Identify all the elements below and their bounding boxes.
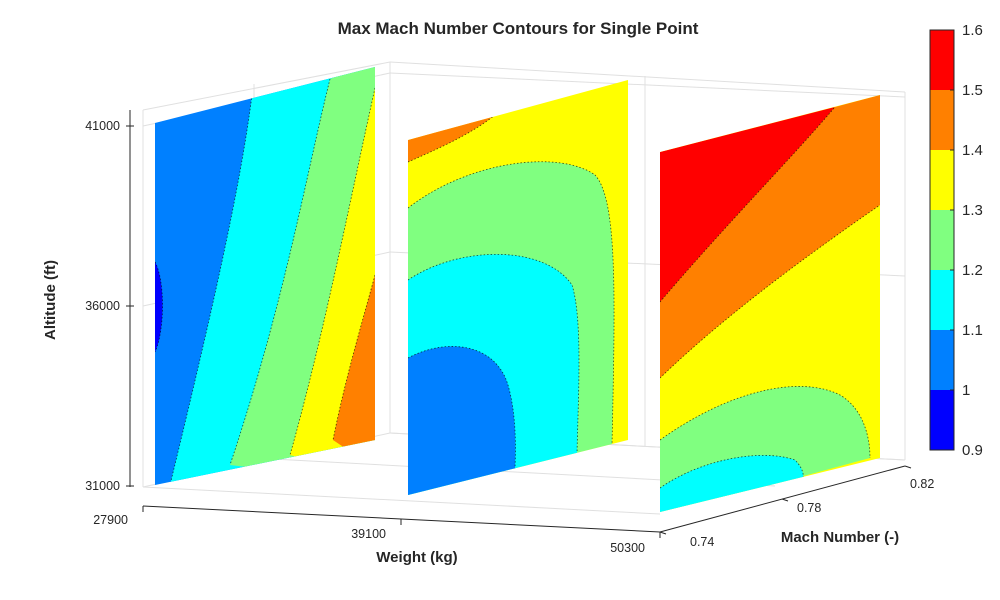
y-axis-label: Mach Number (-) bbox=[781, 529, 899, 546]
contour-slice-mach-0.74 bbox=[155, 67, 375, 485]
colorbar-segment-3 bbox=[930, 210, 954, 270]
y-tick-label-0.74: 0.74 bbox=[690, 535, 714, 549]
z-tick-label-36000: 36000 bbox=[85, 299, 120, 313]
y-tick-label-0.78: 0.78 bbox=[797, 501, 821, 515]
colorbar-tick-label: 1.1 bbox=[962, 322, 983, 339]
colorbar-tick-label: 1.5 bbox=[962, 82, 983, 99]
colorbar-tick-label: 1.4 bbox=[962, 142, 983, 159]
colorbar-segment-5 bbox=[930, 90, 954, 150]
axes-lines bbox=[126, 110, 912, 538]
colorbar-segment-1 bbox=[930, 330, 954, 390]
colorbar-frame bbox=[929, 29, 955, 451]
colorbar-tick-label: 1.3 bbox=[962, 202, 983, 219]
y-tick-label-0.82: 0.82 bbox=[910, 477, 934, 491]
colorbar-tick-label: 0.9 bbox=[962, 442, 983, 459]
colorbar-tick-label: 1 bbox=[962, 382, 970, 399]
z-tick-label-41000: 41000 bbox=[85, 119, 120, 133]
colorbar-segment-6 bbox=[930, 30, 954, 90]
colorbar: 0.9 1 1.1 1.2 1.3 1.4 1.5 1.6 bbox=[929, 22, 983, 459]
colorbar-segment-0 bbox=[930, 390, 954, 450]
z-tick-label-31000: 31000 bbox=[85, 479, 120, 493]
contour-slice-mach-0.78 bbox=[408, 80, 628, 495]
colorbar-segment-4 bbox=[930, 150, 954, 210]
z-axis-label: Altitude (ft) bbox=[42, 260, 59, 340]
colorbar-segment-2 bbox=[930, 270, 954, 330]
x-tick-label-27900: 27900 bbox=[93, 513, 128, 527]
x-axis-label: Weight (kg) bbox=[376, 549, 457, 566]
x-tick-label-39100: 39100 bbox=[351, 527, 386, 541]
colorbar-tick-label: 1.6 bbox=[962, 22, 983, 39]
x-tick-label-50300: 50300 bbox=[610, 541, 645, 555]
colorbar-tick-label: 1.2 bbox=[962, 262, 983, 279]
chart-title: Max Mach Number Contours for Single Poin… bbox=[338, 19, 699, 38]
contour-slice-mach-0.82 bbox=[660, 95, 880, 512]
